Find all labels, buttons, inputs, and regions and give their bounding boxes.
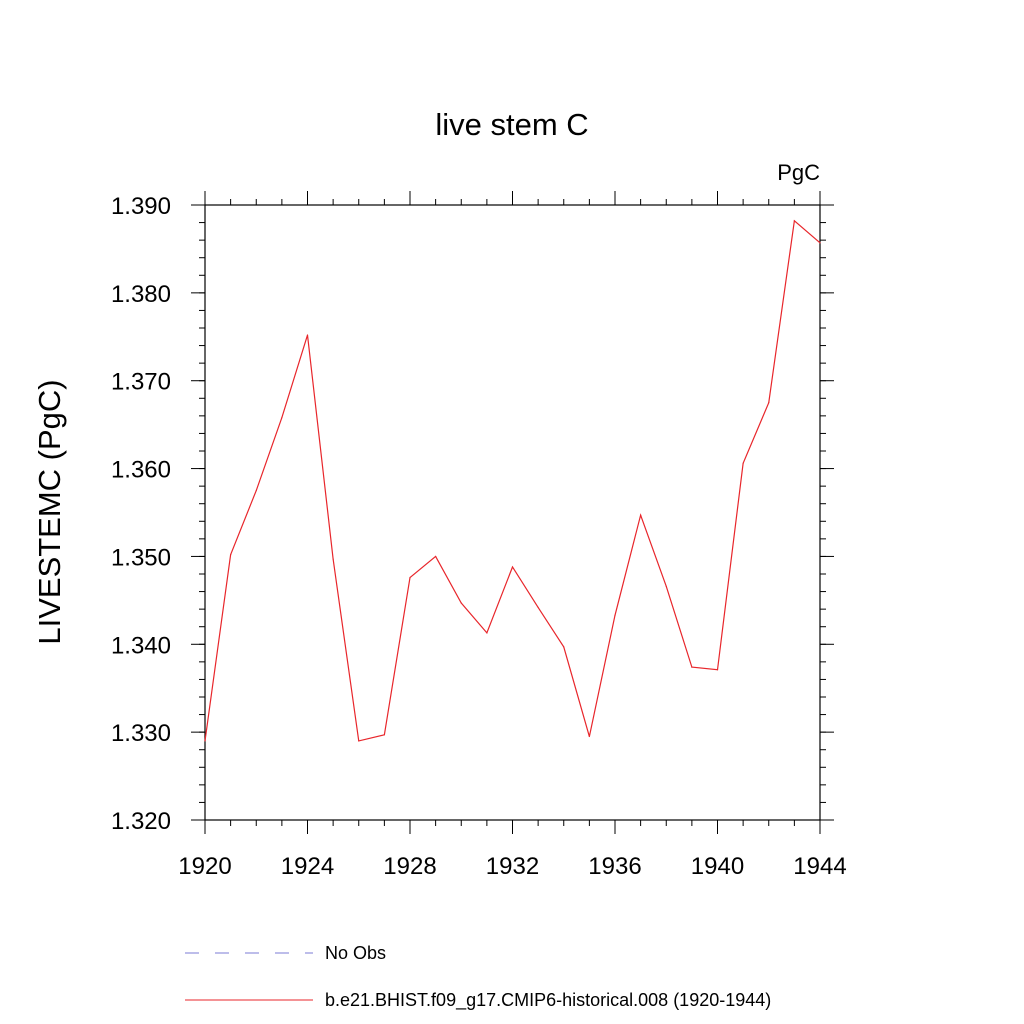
legend-label-no-obs: No Obs (325, 943, 386, 963)
x-tick-label: 1928 (383, 853, 436, 880)
legend-label-model: b.e21.BHIST.f09_g17.CMIP6-historical.008… (325, 990, 771, 1011)
x-tick-label: 1944 (793, 853, 846, 880)
data-point (435, 555, 437, 558)
data-point (230, 554, 232, 556)
data-point (640, 514, 642, 516)
y-tick-label: 1.360 (111, 457, 171, 484)
data-point (306, 334, 309, 336)
data-point (204, 740, 206, 742)
data-point (409, 576, 411, 579)
data-point (665, 585, 667, 587)
data-point (383, 734, 385, 736)
x-tick-label: 1920 (178, 853, 231, 880)
data-point (716, 669, 719, 671)
y-tick-label: 1.320 (111, 808, 171, 835)
data-point (358, 740, 360, 742)
data-point (793, 220, 795, 222)
units-label: PgC (777, 160, 820, 185)
x-tick-label: 1936 (588, 853, 641, 880)
axis-ticks (191, 191, 834, 834)
data-point (460, 602, 462, 604)
y-tick-label: 1.370 (111, 369, 171, 396)
data-point (537, 606, 539, 608)
data-point (768, 402, 770, 404)
chart-title: live stem C (435, 107, 588, 142)
plot-frame (204, 204, 821, 821)
y-tick-labels: 1.320 1.330 1.340 1.350 1.360 1.370 1.380 1.390 (111, 193, 171, 835)
x-tick-label: 1924 (281, 853, 334, 880)
x-tick-label: 1940 (691, 853, 744, 880)
series-line-0 (204, 219, 821, 742)
y-axis-label: LIVESTEMC (PgC) (32, 379, 67, 644)
y-tick-label: 1.390 (111, 193, 171, 220)
x-tick-labels: 1920 1924 1928 1932 1936 1940 1944 (178, 853, 846, 880)
data-point (819, 242, 821, 244)
data-point (255, 489, 257, 492)
data-point (588, 735, 590, 738)
data-point (486, 632, 488, 634)
data-point (511, 566, 514, 568)
y-tick-label: 1.330 (111, 720, 171, 747)
y-tick-label: 1.340 (111, 632, 171, 659)
x-tick-label: 1932 (486, 853, 539, 880)
data-point (742, 462, 744, 464)
series-layer (204, 219, 821, 742)
y-tick-label: 1.380 (111, 281, 171, 308)
y-tick-label: 1.350 (111, 544, 171, 571)
data-point (563, 646, 565, 648)
legend: No Obs b.e21.BHIST.f09_g17.CMIP6-histori… (185, 943, 771, 1011)
data-point (614, 614, 616, 616)
data-point (691, 666, 693, 668)
data-point (281, 417, 283, 419)
data-point (332, 558, 334, 560)
